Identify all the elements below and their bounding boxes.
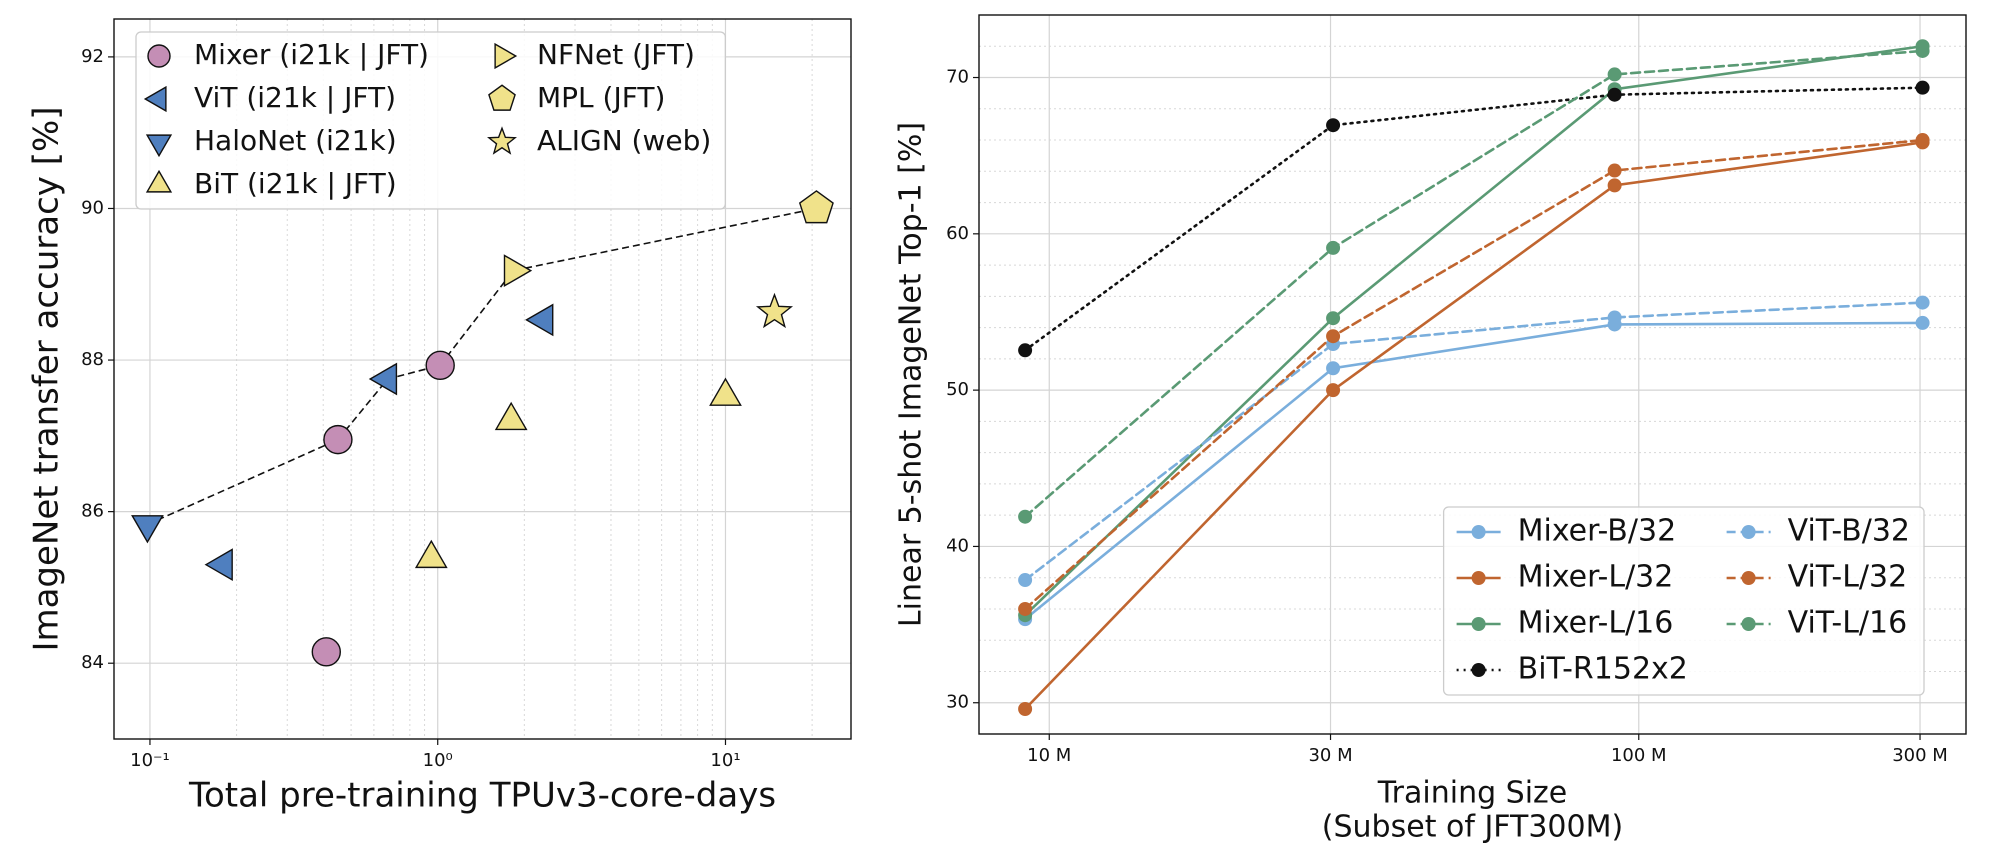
marker (798, 190, 834, 224)
point (1018, 509, 1033, 524)
x-axis-label: (Subset of JFT300M) (1322, 810, 1623, 845)
x-tick-label: 30 M (1308, 745, 1352, 766)
x-tick-label: 10⁰ (423, 750, 453, 771)
point (1607, 67, 1622, 82)
y-tick-label: 30 (946, 692, 969, 713)
marker (204, 548, 233, 582)
legend-marker (1741, 617, 1756, 631)
point (1915, 133, 1930, 148)
marker (323, 424, 353, 455)
x-tick-label: 10¹ (710, 750, 740, 771)
legend: Mixer-B/32 Mixer-L/32 Mixer-L/16 BiT-R152x2… (1442, 506, 1925, 696)
series-line (1023, 44, 1924, 617)
marker (488, 84, 516, 111)
marker (487, 126, 517, 155)
legend-label: MPL (JFT) (537, 81, 665, 114)
point (1018, 601, 1033, 616)
point (1326, 311, 1341, 326)
point (1326, 329, 1341, 344)
series-line (1023, 301, 1924, 582)
legend-label: Mixer-L/16 (1518, 606, 1674, 641)
y-tick-label: 60 (946, 223, 969, 244)
legend-label: ViT-B/32 (1788, 514, 1910, 549)
x-tick-label: 100 M (1611, 745, 1667, 766)
legend-label: ViT (i21k | JFT) (194, 81, 396, 114)
point (1326, 240, 1341, 255)
point (1607, 178, 1622, 193)
marker (494, 42, 518, 70)
marker (425, 350, 455, 381)
point (1607, 310, 1622, 325)
legend-marker (1471, 663, 1486, 677)
x-axis-label: Training Size (1377, 776, 1568, 811)
legend-box (1442, 506, 1925, 696)
legend-label: ViT-L/32 (1788, 560, 1908, 595)
point (1018, 701, 1033, 716)
y-tick-label: 86 (81, 501, 104, 522)
plot-frame (113, 18, 852, 740)
legend-label: Mixer-B/32 (1518, 514, 1677, 549)
y-axis-label: ImageNet transfer accuracy [%] (27, 106, 67, 651)
marker (525, 303, 554, 337)
legend-label: ViT-L/16 (1788, 606, 1908, 641)
series-line (1023, 49, 1924, 519)
legend-label: NFNet (JFT) (537, 38, 695, 71)
legend-marker (1741, 571, 1756, 585)
frontier-line (147, 207, 817, 526)
marker (755, 292, 794, 329)
x-tick-label: 300 M (1892, 745, 1948, 766)
legend-label: Mixer (i21k | JFT) (194, 38, 429, 71)
marker (145, 169, 173, 193)
y-tick-label: 90 (81, 197, 104, 218)
y-tick-label: 70 (946, 67, 969, 88)
point (1018, 573, 1033, 588)
marker (145, 134, 173, 158)
legend-label: BiT (i21k | JFT) (194, 167, 397, 200)
point (1607, 87, 1622, 102)
point (1915, 43, 1930, 58)
series-line (1023, 138, 1924, 611)
x-axis-label: Total pre-training TPUv3-core-days (188, 776, 776, 816)
marker (147, 44, 171, 68)
legend-marker (1471, 571, 1486, 585)
legend-marker (1471, 525, 1486, 539)
point (1326, 383, 1341, 398)
marker (311, 637, 341, 667)
series-line (1023, 86, 1924, 352)
y-tick-label: 92 (81, 46, 104, 67)
plot-frame (978, 14, 1967, 735)
point (1607, 163, 1622, 178)
marker (494, 401, 528, 431)
point (1018, 343, 1033, 358)
legend-box (135, 31, 726, 210)
legend-marker (1471, 617, 1486, 631)
legend-label: Mixer-L/32 (1518, 560, 1674, 595)
legend-label: ALIGN (web) (537, 124, 711, 157)
point (1326, 118, 1341, 133)
legend-marker (1741, 525, 1756, 539)
y-tick-label: 84 (81, 652, 104, 673)
point (1915, 315, 1930, 330)
legend: Mixer (i21k | JFT) ViT (i21k | JFT) HaloNe… (135, 31, 726, 210)
point (1326, 361, 1341, 376)
y-axis-label: Linear 5-shot ImageNet Top-1 [%] (894, 122, 929, 627)
y-tick-label: 40 (946, 535, 969, 556)
marker (143, 85, 167, 113)
marker (414, 539, 448, 569)
x-tick-label: 10⁻¹ (130, 750, 170, 771)
marker (368, 362, 398, 396)
legend-label: HaloNet (i21k) (194, 124, 397, 157)
legend-label: BiT-R152x2 (1518, 652, 1688, 687)
point (1915, 295, 1930, 310)
series-line (1023, 141, 1924, 711)
y-tick-label: 50 (946, 379, 969, 400)
marker (503, 254, 533, 287)
point (1915, 80, 1930, 95)
series-line (1023, 321, 1924, 621)
y-tick-label: 88 (81, 349, 104, 370)
x-tick-label: 10 M (1027, 745, 1071, 766)
marker (709, 377, 742, 406)
marker (131, 515, 164, 544)
